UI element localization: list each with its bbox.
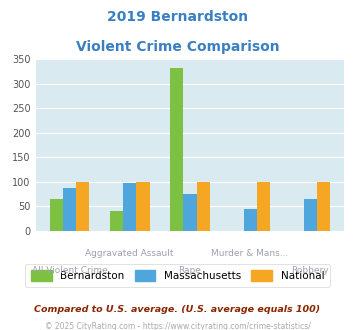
Bar xyxy=(257,182,270,231)
Text: © 2025 CityRating.com - https://www.cityrating.com/crime-statistics/: © 2025 CityRating.com - https://www.city… xyxy=(45,322,310,330)
Bar xyxy=(304,199,317,231)
Bar xyxy=(170,68,183,231)
Text: 2019 Bernardston: 2019 Bernardston xyxy=(107,10,248,24)
Text: Violent Crime Comparison: Violent Crime Comparison xyxy=(76,40,279,53)
Text: Compared to U.S. average. (U.S. average equals 100): Compared to U.S. average. (U.S. average … xyxy=(34,305,321,314)
Text: Rape: Rape xyxy=(179,266,201,275)
Bar xyxy=(63,188,76,231)
Text: Robbery: Robbery xyxy=(291,266,329,275)
Bar xyxy=(244,209,257,231)
Bar xyxy=(183,194,197,231)
Bar xyxy=(197,182,210,231)
Bar xyxy=(123,183,136,231)
Bar xyxy=(50,199,63,231)
Bar xyxy=(136,182,149,231)
Text: Aggravated Assault: Aggravated Assault xyxy=(86,249,174,258)
Text: Murder & Mans...: Murder & Mans... xyxy=(212,249,289,258)
Bar xyxy=(110,212,123,231)
Bar xyxy=(317,182,330,231)
Text: All Violent Crime: All Violent Crime xyxy=(32,266,107,275)
Bar xyxy=(76,182,89,231)
Legend: Bernardston, Massachusetts, National: Bernardston, Massachusetts, National xyxy=(24,264,331,287)
